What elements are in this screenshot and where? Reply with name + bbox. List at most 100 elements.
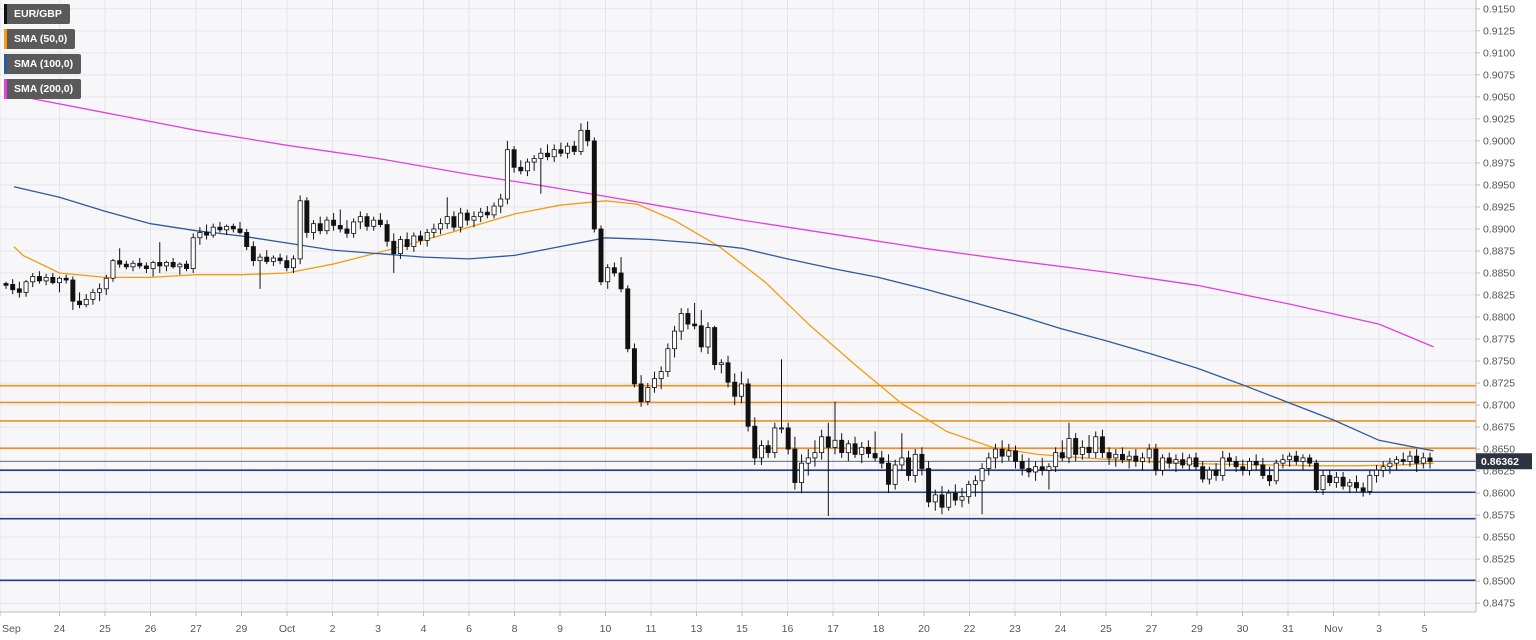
candle [250, 241, 256, 266]
candle-body-down [1213, 469, 1219, 476]
candle [1313, 459, 1319, 494]
candle [297, 195, 303, 265]
candle-body-up [83, 298, 89, 306]
price-tag-label: 0.86362 [1481, 456, 1519, 468]
candle-body-up [411, 235, 417, 247]
candle [23, 280, 29, 297]
legend-item-sma-50[interactable]: SMA (50,0) [4, 29, 76, 49]
candle-body-down [712, 327, 718, 365]
candle [712, 325, 718, 370]
price-tick-label: 0.9100 [1483, 47, 1515, 59]
candle-body-up [672, 330, 678, 350]
time-tick-label: 17 [827, 623, 839, 635]
candle [611, 262, 617, 277]
time-tick-label: Nov [1324, 623, 1343, 635]
candle [1013, 445, 1018, 469]
time-tick-label: 3 [375, 623, 381, 635]
candle-body-down [277, 257, 283, 262]
candle [966, 480, 972, 504]
candle [939, 486, 945, 515]
candle [1240, 459, 1246, 476]
candle [765, 440, 771, 458]
candle-body-down [1360, 487, 1366, 492]
candle-body-down [117, 260, 123, 265]
candle-body-up [23, 281, 29, 293]
candle [210, 223, 216, 238]
candle [845, 440, 851, 462]
candle [424, 228, 430, 247]
candle [77, 292, 83, 309]
candle [1133, 449, 1139, 467]
candle-body-up [799, 462, 805, 483]
candle-body-down [631, 348, 637, 385]
candle-body-down [545, 152, 550, 158]
candle-body-up [565, 145, 571, 154]
candle [1374, 464, 1379, 483]
candle [625, 285, 631, 353]
time-tick-label: 20 [918, 623, 930, 635]
candle-body-down [184, 263, 189, 269]
candle-body-down [879, 457, 885, 464]
candle-body-up [97, 288, 103, 293]
candle [1146, 443, 1152, 464]
candle [565, 142, 571, 159]
candle [598, 225, 604, 286]
candle [906, 450, 912, 481]
candle-body-down [906, 457, 912, 476]
candle-body-down [50, 276, 56, 284]
legend-item-sma-100[interactable]: SMA (100,0) [4, 54, 82, 74]
candle-body-down [611, 267, 617, 274]
legend-item-eurgbp[interactable]: EUR/GBP [4, 4, 70, 24]
candle [799, 454, 805, 494]
candle [1353, 475, 1359, 492]
time-tick-label: 23 [1009, 623, 1021, 635]
sma-line [13, 94, 1434, 348]
candle [157, 242, 163, 273]
candle-body-up [718, 362, 724, 365]
candle-body-down [1293, 455, 1299, 462]
candle [979, 463, 985, 515]
price-tick-label: 0.8800 [1483, 312, 1515, 324]
candle-body-down [1133, 455, 1139, 462]
candle [872, 431, 878, 462]
candle-body-up [1206, 469, 1212, 480]
candle-body-down [404, 239, 410, 247]
candle-body-down [685, 313, 691, 325]
candle [725, 355, 731, 388]
candle [865, 440, 871, 458]
candle [1287, 452, 1293, 467]
candle [705, 322, 711, 354]
candle [678, 308, 684, 340]
legend-item-sma-200[interactable]: SMA (200,0) [4, 79, 82, 99]
legend-swatch [4, 79, 7, 99]
candle-body-up [397, 239, 403, 255]
candle [698, 309, 704, 353]
price-tick-label: 0.8475 [1483, 598, 1515, 610]
candle-body-up [1006, 450, 1012, 457]
candle-body-down [63, 277, 69, 281]
candle-body-up [772, 427, 778, 454]
candle [524, 158, 530, 177]
candle [1253, 454, 1259, 471]
candle-body-up [1079, 446, 1085, 455]
candle [36, 271, 42, 284]
candle [578, 123, 584, 155]
candle-body-up [1387, 462, 1393, 468]
candle [812, 440, 818, 467]
candle [638, 375, 644, 407]
candle-body-down [852, 443, 858, 455]
candle [1213, 463, 1219, 481]
price-tick-label: 0.8900 [1483, 223, 1515, 235]
time-axis: Sep 24 25 26 27 29 Oct 2 3 4 6 8 9 10 11 13 15 16 17 18 20 22… [0, 612, 1428, 635]
candle-body-up [899, 457, 905, 466]
candle [498, 193, 504, 214]
candle-body-down [752, 425, 758, 459]
candle [117, 248, 123, 268]
candle-body-down [1153, 448, 1159, 471]
candle [1226, 452, 1232, 467]
candle [605, 264, 611, 289]
candle [491, 202, 497, 219]
candle [1320, 470, 1326, 495]
candle-body-down [391, 240, 397, 255]
candle [959, 487, 965, 508]
